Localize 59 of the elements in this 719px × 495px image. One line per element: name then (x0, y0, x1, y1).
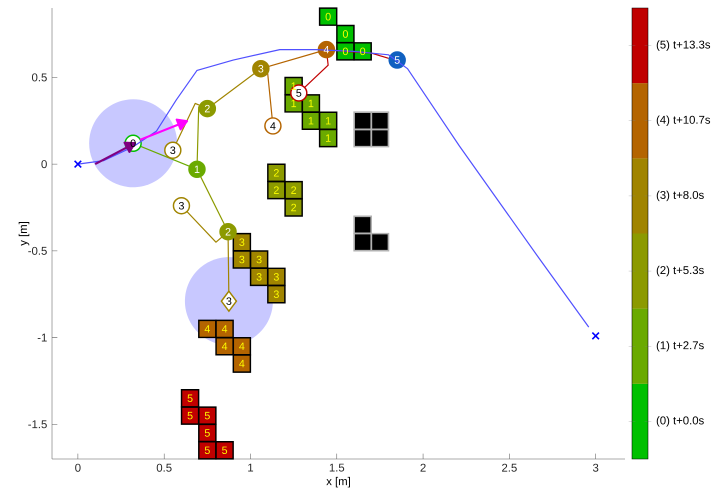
y-tick-label: -1 (38, 334, 47, 342)
annotation: 5 (188, 394, 193, 402)
y-tick-label: 0.5 (32, 73, 47, 82)
x-axis-title: x [m] (326, 476, 350, 488)
annotation: 2 (274, 169, 279, 177)
annotation: 2 (204, 104, 210, 112)
annotation: 3 (274, 290, 279, 298)
annotation: 3 (226, 297, 232, 305)
annotation: 5 (204, 429, 210, 437)
annotation: 0 (326, 12, 331, 20)
annotation: 3 (239, 256, 244, 264)
annotation: 3 (178, 202, 184, 210)
x-tick-label: 2.5 (502, 464, 517, 472)
annotation: 1 (291, 100, 296, 108)
x-tick-label: 1.5 (330, 464, 344, 472)
y-tick-label: 0 (41, 160, 47, 168)
x-tick-label: 3 (592, 464, 598, 472)
color-bar-label: (2) t+5.3s (656, 266, 704, 276)
annotation: 3 (256, 273, 262, 281)
annotation: 2 (291, 186, 296, 194)
y-axis-title: y [m] (18, 222, 30, 246)
annotation: 4 (239, 360, 245, 368)
annotation: 1 (308, 100, 314, 108)
color-bar-label: (1) t+2.7s (656, 340, 704, 352)
annotation: 5 (204, 446, 210, 454)
annotation: 5 (204, 412, 210, 420)
annotation: 3 (258, 64, 264, 72)
annotation: 0 (342, 30, 348, 38)
annotation: 5 (188, 412, 193, 420)
annotation: 1 (291, 82, 296, 90)
annotation: 3 (256, 256, 262, 264)
x-tick-label: 0.5 (156, 464, 172, 472)
annotation: 1 (194, 166, 200, 173)
annotation: 3 (239, 238, 244, 246)
color-bar-label: (0) t+0.0s (656, 416, 704, 427)
annotation: 4 (270, 122, 276, 130)
x-tick-label: 2 (420, 464, 426, 472)
annotation: 2 (274, 186, 279, 194)
x-tick-label: 1 (248, 464, 254, 472)
y-tick-label: -1.5 (28, 420, 47, 428)
annotation: 4 (204, 325, 210, 333)
annotation: 2 (226, 228, 230, 236)
annotation: 4 (222, 325, 228, 333)
color-bar-label: (4) t+10.7s (656, 115, 710, 126)
annotation: 5 (222, 446, 228, 454)
annotation: 5 (296, 89, 302, 97)
annotation: 1 (326, 117, 331, 124)
color-bar-label: (5) t+13.3s (656, 40, 710, 51)
annotation: 2 (291, 204, 296, 212)
annotation: 5 (394, 56, 400, 64)
x-tick-label: 0 (75, 464, 81, 472)
annotation: 1 (308, 117, 314, 124)
color-bar-label: (3) t+8.0s (656, 190, 704, 202)
y-tick-label: -0.5 (28, 246, 47, 255)
annotation: 3 (274, 273, 279, 281)
annotation: 4 (222, 342, 228, 350)
annotation: 3 (170, 146, 176, 154)
annotation: 1 (326, 134, 331, 142)
annotation: 4 (239, 342, 245, 350)
